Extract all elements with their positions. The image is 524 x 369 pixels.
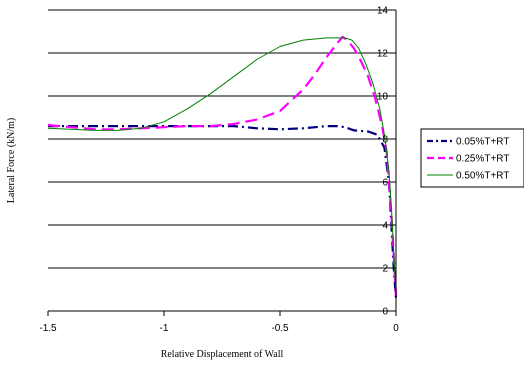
x-tick-label: -0.5	[271, 323, 289, 334]
tick-labels: -1.5 -1 -0.5 00 2 4 6 8 10 12 14	[39, 6, 399, 335]
series-line-3	[47, 37, 397, 294]
x-tick-label: -1	[160, 323, 169, 334]
legend: 0.05%T+RT 0.25%T+RT 0.50%T+RT	[420, 128, 524, 188]
x-axis-label: Relative Displacement of Wall	[161, 349, 284, 360]
legend-label-3: 0.50%T+RT	[456, 171, 509, 182]
y-tick-label: 14	[377, 6, 389, 17]
series-lines	[47, 35, 398, 299]
y-tick-label: 4	[382, 221, 388, 232]
y-axis-label: Lateral Force (kN/m)	[6, 118, 17, 204]
x-tick-label: -1.5	[39, 323, 57, 334]
y-tick-label: 2	[382, 264, 388, 275]
y-tick-label: 10	[377, 92, 389, 103]
y-tick-label: 0	[382, 307, 388, 318]
axes	[47, 9, 397, 316]
y-tick-label: 12	[377, 49, 389, 60]
series-line-2	[47, 35, 398, 296]
y-tick-label: 6	[382, 178, 388, 189]
y-tick-label: 8	[382, 135, 388, 146]
legend-label-2: 0.25%T+RT	[456, 154, 509, 165]
x-tick-label: 0	[393, 323, 399, 334]
legend-label-1: 0.05%T+RT	[456, 137, 509, 148]
